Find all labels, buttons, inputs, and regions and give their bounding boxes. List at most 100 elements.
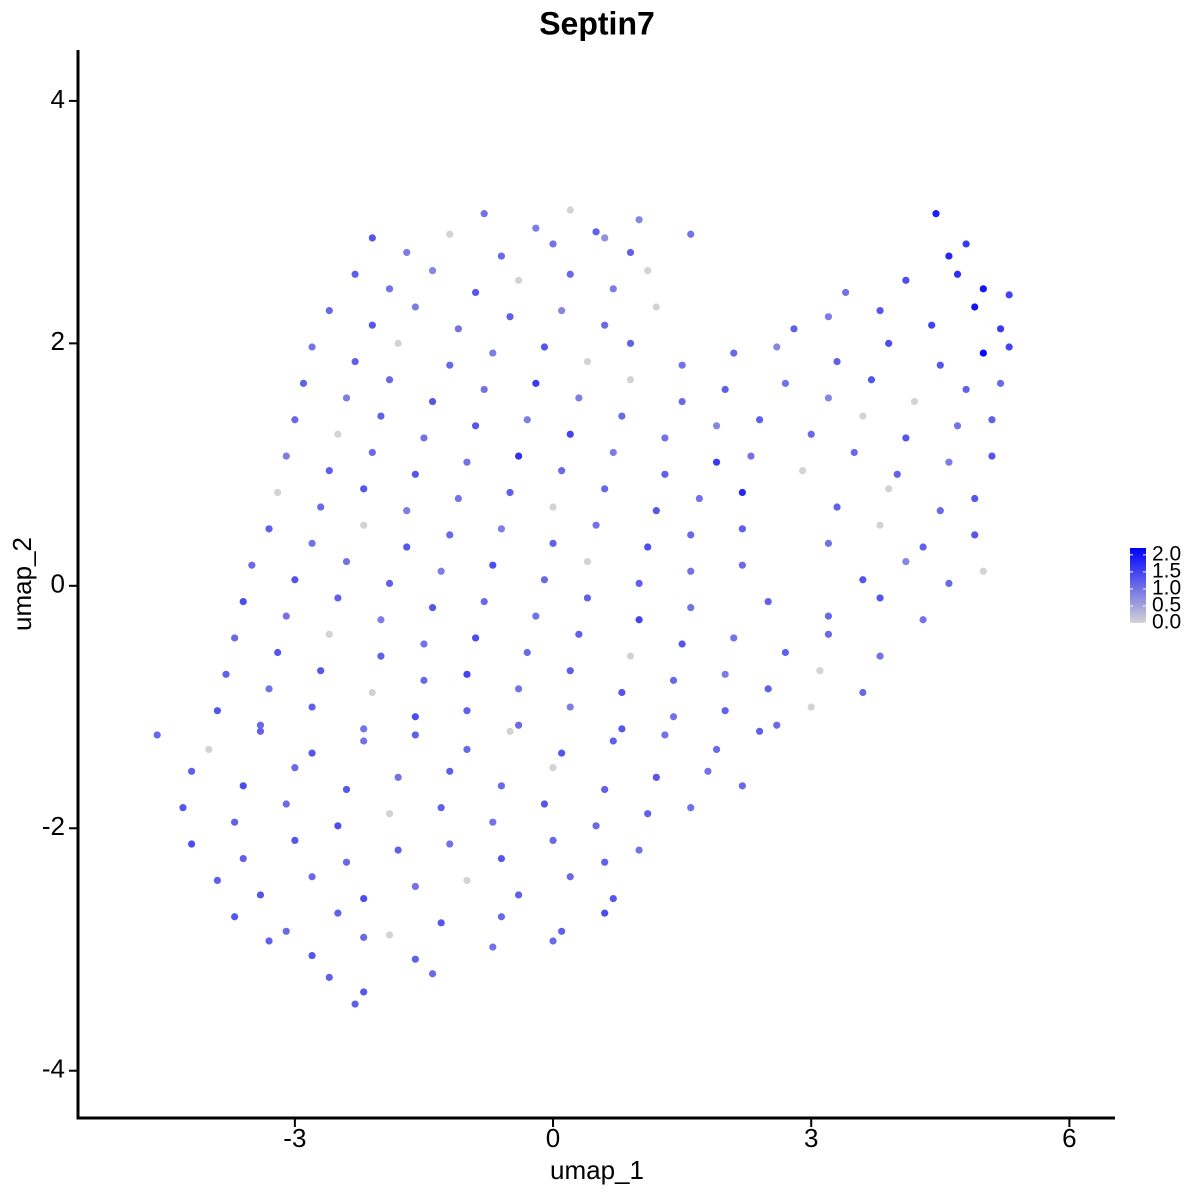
point bbox=[420, 434, 428, 442]
colorbar-tick-label: 0.5 bbox=[1152, 594, 1181, 617]
point bbox=[962, 385, 970, 394]
point bbox=[902, 557, 910, 566]
point bbox=[360, 933, 368, 941]
point bbox=[885, 339, 893, 347]
point bbox=[291, 764, 299, 772]
point bbox=[282, 800, 290, 808]
point bbox=[515, 891, 523, 899]
point bbox=[403, 507, 411, 515]
point bbox=[867, 376, 876, 384]
point bbox=[222, 670, 230, 678]
point bbox=[876, 521, 884, 529]
point bbox=[368, 321, 376, 329]
point bbox=[609, 894, 617, 903]
point bbox=[644, 267, 652, 275]
point bbox=[945, 579, 953, 587]
point bbox=[669, 676, 678, 684]
point bbox=[738, 525, 746, 533]
point bbox=[549, 937, 557, 945]
point bbox=[489, 943, 497, 951]
point bbox=[411, 955, 419, 963]
y-tick-label: -2 bbox=[42, 811, 65, 841]
point bbox=[635, 216, 643, 224]
point bbox=[687, 230, 695, 238]
point bbox=[635, 616, 643, 624]
point bbox=[368, 688, 376, 697]
point bbox=[411, 303, 419, 311]
point bbox=[325, 467, 333, 475]
point bbox=[291, 836, 299, 844]
point bbox=[833, 357, 841, 366]
y-tick-label: 0 bbox=[51, 569, 65, 599]
point bbox=[334, 430, 342, 438]
point bbox=[334, 594, 342, 602]
point bbox=[377, 412, 385, 420]
point bbox=[807, 703, 815, 711]
point bbox=[334, 822, 342, 830]
point bbox=[274, 488, 282, 497]
point bbox=[644, 543, 652, 551]
point bbox=[635, 579, 643, 587]
point bbox=[187, 767, 196, 775]
point bbox=[549, 240, 557, 248]
point bbox=[678, 397, 686, 406]
point bbox=[420, 676, 428, 684]
point bbox=[342, 785, 351, 794]
chart-title: Septin7 bbox=[539, 5, 655, 41]
point bbox=[549, 836, 557, 844]
point bbox=[463, 876, 471, 884]
point bbox=[558, 927, 566, 935]
point bbox=[360, 894, 368, 903]
point bbox=[368, 234, 376, 242]
point bbox=[626, 652, 635, 660]
point bbox=[342, 557, 351, 566]
point bbox=[919, 616, 927, 624]
point bbox=[687, 567, 695, 575]
point bbox=[730, 349, 738, 357]
point bbox=[549, 764, 557, 772]
point bbox=[360, 737, 368, 745]
point bbox=[317, 667, 325, 675]
y-tick-label: -4 bbox=[42, 1054, 65, 1084]
point bbox=[626, 248, 635, 257]
point bbox=[239, 854, 247, 863]
point bbox=[893, 470, 901, 478]
point bbox=[540, 343, 549, 351]
point bbox=[876, 307, 884, 315]
colorbar-tick-label: 2.0 bbox=[1152, 542, 1181, 565]
point bbox=[549, 503, 557, 511]
point bbox=[661, 434, 669, 442]
point bbox=[351, 357, 359, 366]
point bbox=[721, 670, 729, 678]
point bbox=[265, 525, 273, 533]
point bbox=[678, 361, 686, 369]
point bbox=[282, 452, 290, 460]
point bbox=[213, 707, 222, 715]
point bbox=[437, 919, 445, 927]
point bbox=[566, 430, 574, 438]
point bbox=[403, 543, 411, 551]
point bbox=[601, 858, 609, 866]
colorbar bbox=[1130, 548, 1146, 623]
point bbox=[351, 270, 359, 278]
point bbox=[932, 210, 940, 218]
point bbox=[953, 422, 962, 430]
point bbox=[601, 485, 609, 493]
point bbox=[532, 224, 540, 232]
point bbox=[558, 749, 566, 757]
point bbox=[988, 416, 996, 424]
point bbox=[635, 846, 643, 854]
point bbox=[231, 818, 239, 826]
point bbox=[532, 612, 540, 620]
point bbox=[282, 927, 290, 935]
point bbox=[704, 767, 712, 775]
point bbox=[325, 307, 333, 315]
point bbox=[308, 539, 316, 547]
point bbox=[626, 376, 635, 384]
point bbox=[566, 270, 574, 278]
point bbox=[515, 276, 523, 284]
point bbox=[712, 745, 721, 754]
point bbox=[824, 394, 833, 402]
point bbox=[618, 725, 626, 733]
